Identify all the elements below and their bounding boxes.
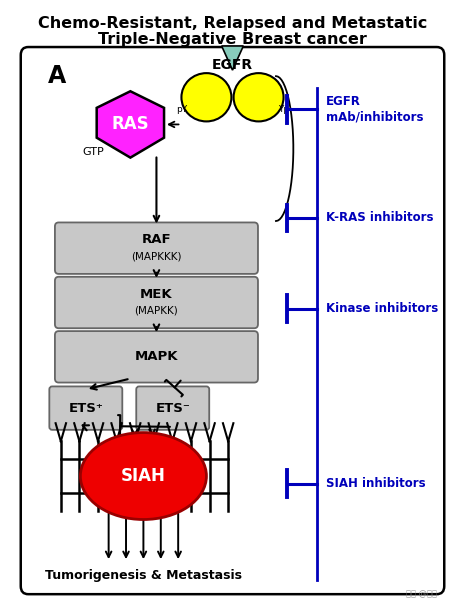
Text: ETS⁻: ETS⁻	[155, 402, 190, 414]
FancyBboxPatch shape	[55, 223, 258, 274]
Text: MEK: MEK	[140, 287, 173, 301]
Text: RAF: RAF	[142, 233, 171, 246]
Text: pY: pY	[176, 105, 187, 114]
FancyBboxPatch shape	[21, 47, 444, 594]
Text: EGFR
mAb/inhibitors: EGFR mAb/inhibitors	[326, 96, 424, 123]
FancyBboxPatch shape	[55, 276, 258, 329]
Text: SIAH inhibitors: SIAH inhibitors	[326, 477, 425, 490]
Text: (MAPKK): (MAPKK)	[134, 306, 178, 316]
Text: RAS: RAS	[112, 116, 149, 134]
Ellipse shape	[233, 73, 284, 122]
Text: MAPK: MAPK	[135, 350, 178, 364]
Text: EGFR: EGFR	[212, 58, 253, 72]
Text: Kinase inhibitors: Kinase inhibitors	[326, 302, 438, 315]
Text: (MAPKKK): (MAPKKK)	[131, 252, 182, 261]
Text: Yp: Yp	[278, 105, 289, 114]
Text: Tumorigenesis & Metastasis: Tumorigenesis & Metastasis	[45, 569, 242, 582]
Text: K-RAS inhibitors: K-RAS inhibitors	[326, 212, 433, 224]
Text: 知乎 @大菲: 知乎 @大菲	[406, 589, 437, 598]
Text: ETS⁺: ETS⁺	[68, 402, 103, 414]
Ellipse shape	[181, 73, 232, 122]
Ellipse shape	[80, 433, 206, 520]
Polygon shape	[222, 46, 243, 70]
Text: GTP: GTP	[83, 146, 104, 157]
Polygon shape	[97, 91, 164, 158]
Text: A: A	[48, 64, 66, 88]
FancyBboxPatch shape	[55, 331, 258, 382]
Text: Triple-Negative Breast cancer: Triple-Negative Breast cancer	[98, 32, 367, 47]
FancyBboxPatch shape	[49, 387, 122, 430]
Text: SIAH: SIAH	[121, 467, 166, 485]
Text: Chemo-Resistant, Relapsed and Metastatic: Chemo-Resistant, Relapsed and Metastatic	[38, 16, 427, 31]
FancyBboxPatch shape	[136, 387, 209, 430]
